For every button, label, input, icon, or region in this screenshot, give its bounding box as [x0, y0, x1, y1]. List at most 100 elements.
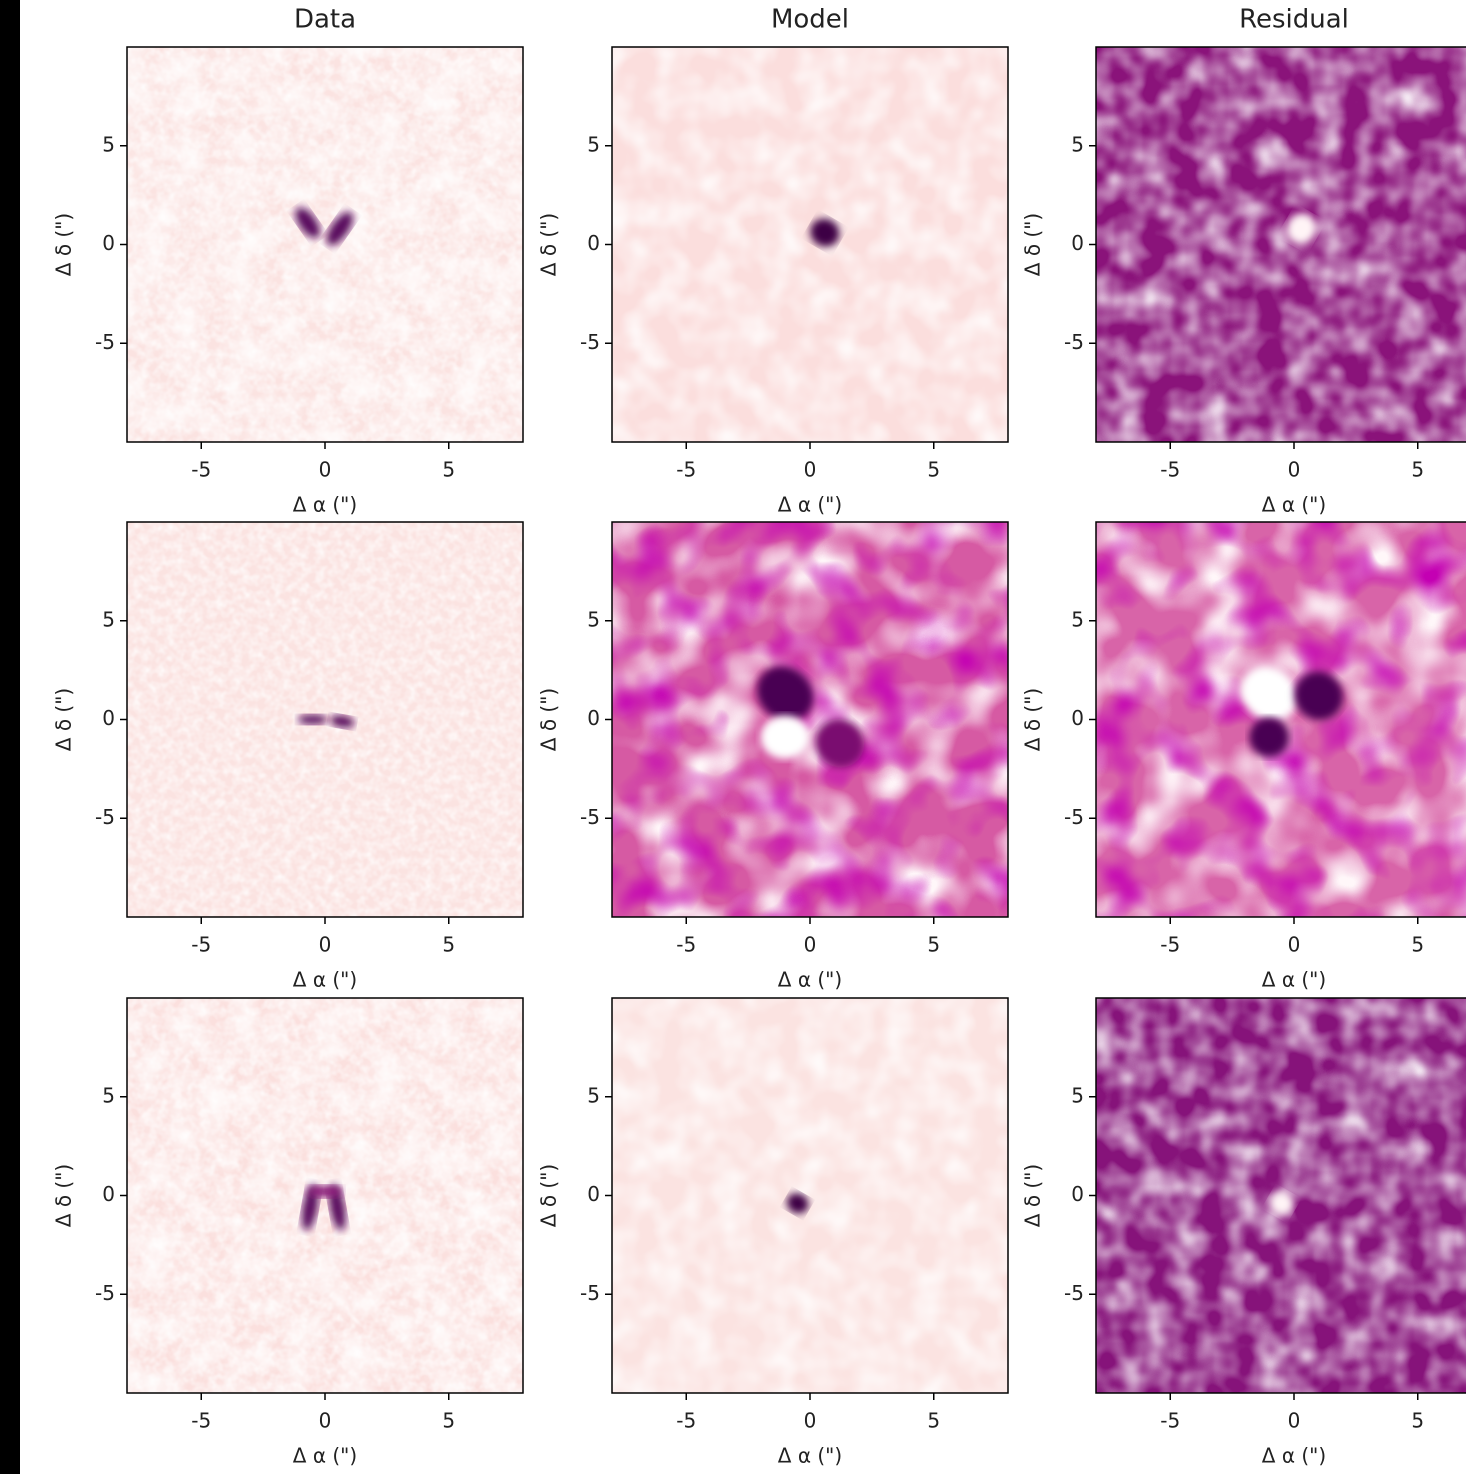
panel: -5 0 5 -5 0 5 Δ α (") Δ δ ("): [537, 997, 1009, 1468]
y-tick-label: 5: [1071, 132, 1084, 156]
image-feature: [1286, 213, 1317, 245]
x-axis-label: Δ α ("): [1262, 1444, 1326, 1468]
y-axis-label: Δ δ ("): [52, 213, 76, 276]
panel-title: Residual: [1239, 5, 1349, 35]
y-axis-label: Δ δ ("): [537, 1164, 561, 1227]
y-tick-label: 0: [1071, 706, 1084, 730]
y-axis-label: Δ δ ("): [1021, 1164, 1045, 1227]
panel: -5 0 5 -5 0 5 Δ α (") Δ δ (") Residual: [1021, 5, 1466, 517]
y-tick-label: 5: [587, 132, 600, 156]
y-tick-label: -5: [1064, 330, 1084, 354]
x-tick-label: -5: [1160, 933, 1180, 957]
panel: -5 0 5 -5 0 5 Δ α (") Δ δ ("): [537, 521, 1009, 992]
image-feature: [1241, 666, 1298, 722]
image-feature: [326, 211, 354, 246]
x-tick-label: 0: [319, 1409, 332, 1433]
x-tick-label: 0: [1288, 933, 1301, 957]
x-tick-label: 5: [442, 1409, 455, 1433]
image: [1096, 47, 1466, 442]
x-axis-label: Δ α ("): [1262, 968, 1326, 992]
y-tick-label: 0: [102, 1182, 115, 1206]
y-tick-label: 0: [1071, 1182, 1084, 1206]
image-feature: [330, 715, 355, 728]
image-texture: [612, 47, 1008, 442]
image-feature: [1269, 1191, 1294, 1216]
x-tick-label: 5: [442, 458, 455, 482]
y-tick-label: -5: [95, 1281, 115, 1305]
image-feature: [295, 207, 321, 239]
y-tick-label: 5: [102, 1083, 115, 1107]
x-axis-label: Δ α ("): [778, 493, 842, 517]
panel-title: Model: [771, 5, 849, 35]
x-tick-label: -5: [676, 933, 696, 957]
y-tick-label: 0: [1071, 231, 1084, 255]
x-axis-label: Δ α ("): [293, 1444, 357, 1468]
panel: -5 0 5 -5 0 5 Δ α (") Δ δ ("): [1021, 521, 1466, 992]
image-feature: [297, 714, 328, 725]
y-axis-label: Δ δ ("): [52, 1164, 76, 1227]
x-tick-label: 0: [804, 458, 817, 482]
y-tick-label: 0: [587, 706, 600, 730]
x-axis-label: Δ α ("): [293, 968, 357, 992]
image: [127, 47, 523, 442]
x-tick-label: 0: [319, 933, 332, 957]
x-axis-label: Δ α ("): [778, 1444, 842, 1468]
image: [127, 522, 523, 917]
y-tick-label: 0: [587, 231, 600, 255]
panel: -5 0 5 -5 0 5 Δ α (") Δ δ (") Model: [537, 5, 1009, 517]
y-axis-label: Δ δ ("): [1021, 688, 1045, 751]
y-axis-label: Δ δ ("): [537, 213, 561, 276]
x-tick-label: -5: [1160, 1409, 1180, 1433]
image: [127, 998, 523, 1393]
y-tick-label: 0: [102, 706, 115, 730]
panel: -5 0 5 -5 0 5 Δ α (") Δ δ ("): [52, 997, 524, 1468]
image: [612, 47, 1008, 442]
panel-title: Data: [294, 5, 356, 35]
y-axis-label: Δ δ ("): [537, 688, 561, 751]
y-tick-label: 5: [587, 1083, 600, 1107]
y-tick-label: -5: [1064, 805, 1084, 829]
x-tick-label: -5: [676, 1409, 696, 1433]
x-tick-label: 5: [927, 1409, 940, 1433]
y-tick-label: -5: [95, 805, 115, 829]
y-tick-label: -5: [580, 330, 600, 354]
x-tick-label: 0: [1288, 1409, 1301, 1433]
x-tick-label: -5: [1160, 458, 1180, 482]
y-axis-label: Δ δ ("): [1021, 213, 1045, 276]
x-axis-label: Δ α ("): [1262, 493, 1326, 517]
x-tick-label: -5: [191, 933, 211, 957]
y-tick-label: -5: [95, 330, 115, 354]
y-tick-label: 0: [102, 231, 115, 255]
y-tick-label: 5: [102, 132, 115, 156]
panel: -5 0 5 -5 0 5 Δ α (") Δ δ ("): [52, 521, 524, 992]
y-tick-label: 5: [587, 607, 600, 631]
image-texture: [1096, 47, 1466, 442]
y-tick-label: -5: [580, 805, 600, 829]
image-feature: [1249, 717, 1290, 758]
x-tick-label: 0: [804, 933, 817, 957]
image: [612, 522, 1008, 917]
image-texture: [127, 47, 523, 442]
image-feature: [307, 1185, 343, 1198]
y-tick-label: 0: [587, 1182, 600, 1206]
image: [1096, 522, 1466, 917]
y-tick-label: -5: [580, 1281, 600, 1305]
x-tick-label: 5: [442, 933, 455, 957]
x-axis-label: Δ α ("): [293, 493, 357, 517]
image-feature: [757, 666, 814, 722]
left-strip: [0, 0, 20, 1474]
y-tick-label: 5: [102, 607, 115, 631]
x-tick-label: 5: [927, 933, 940, 957]
x-axis-label: Δ α ("): [778, 968, 842, 992]
x-tick-label: 5: [927, 458, 940, 482]
image-feature: [815, 719, 865, 768]
x-tick-label: 0: [1288, 458, 1301, 482]
x-tick-label: 0: [804, 1409, 817, 1433]
image-feature: [760, 715, 810, 760]
image: [1096, 998, 1466, 1393]
y-axis-label: Δ δ ("): [52, 688, 76, 751]
image-feature: [810, 218, 840, 247]
image-texture: [612, 522, 1008, 917]
y-tick-label: 5: [1071, 607, 1084, 631]
